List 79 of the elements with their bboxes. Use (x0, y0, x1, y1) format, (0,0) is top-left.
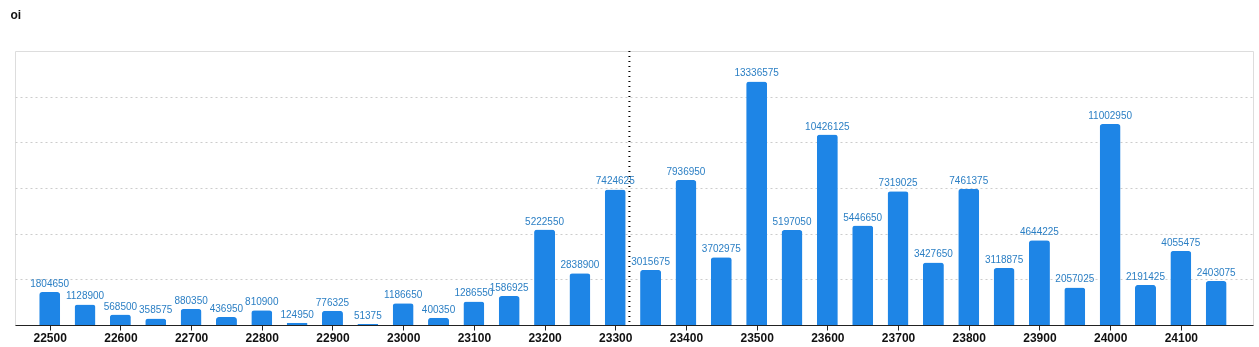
x-tick-label: 22700 (174, 330, 209, 345)
y-axis-title: oi (10, 7, 22, 22)
data-label: 2403075 (1196, 267, 1237, 279)
data-label: 4644225 (1019, 226, 1060, 238)
x-tick-label: 23400 (669, 330, 704, 345)
x-tick-label: 23100 (457, 330, 492, 345)
data-label: 2838900 (560, 259, 600, 271)
x-tick-label: 22800 (245, 330, 280, 345)
bar (1170, 250, 1192, 325)
data-label: 7461375 (949, 174, 989, 186)
bar (498, 296, 520, 325)
bar (604, 189, 626, 325)
x-tick-label: 24000 (1093, 330, 1128, 345)
data-label: 11002950 (1088, 110, 1133, 122)
data-label: 568500 (103, 300, 138, 312)
data-label: 3702975 (701, 243, 742, 255)
bar (781, 230, 803, 325)
bar (569, 273, 591, 325)
x-tick-label: 22900 (316, 330, 350, 345)
data-label: 810900 (245, 296, 279, 308)
data-label: 880350 (174, 294, 209, 306)
data-label: 436950 (209, 303, 244, 315)
x-tick-label: 23800 (952, 330, 987, 345)
bar (109, 314, 131, 325)
bar (922, 262, 944, 325)
bar (534, 229, 556, 325)
bar (710, 257, 732, 325)
x-tick-label: 23700 (881, 330, 916, 345)
x-tick-label: 22500 (33, 330, 68, 345)
bar (852, 225, 874, 325)
bar (1205, 281, 1227, 325)
x-tick-label: 24100 (1164, 330, 1199, 345)
bar (887, 191, 909, 325)
data-label: 51375 (353, 310, 383, 322)
x-tick-label: 23000 (386, 330, 421, 345)
data-label: 1186650 (384, 289, 423, 301)
data-label: 400350 (421, 303, 456, 315)
data-label: 1128900 (65, 290, 105, 302)
bar (74, 304, 96, 325)
x-tick-label: 23600 (811, 330, 845, 345)
bar (958, 188, 980, 325)
data-label: 5197050 (772, 216, 812, 228)
data-label: 4055475 (1161, 236, 1201, 248)
data-label: 124950 (280, 308, 315, 320)
bar (1134, 284, 1156, 325)
data-label: 3427650 (913, 248, 954, 260)
x-tick-label: 23200 (528, 330, 563, 345)
x-tick-label: 23300 (599, 330, 633, 345)
bar (675, 180, 697, 325)
data-label: 7424625 (595, 175, 636, 187)
bar (463, 301, 485, 325)
bar (39, 292, 61, 325)
data-label: 3118875 (985, 254, 1024, 266)
bar (1064, 287, 1086, 325)
bar (180, 308, 202, 325)
data-label: 2191425 (1126, 270, 1166, 282)
bar (640, 269, 662, 325)
data-label: 7936950 (666, 166, 706, 178)
bar (321, 310, 343, 325)
data-label: 3015675 (631, 255, 671, 267)
x-tick-label: 22600 (104, 330, 138, 345)
data-label: 358575 (139, 304, 173, 316)
data-label: 7319025 (878, 177, 918, 189)
data-label: 13336575 (734, 67, 780, 79)
bar (993, 268, 1015, 325)
bar (392, 303, 414, 325)
bar (1028, 240, 1050, 325)
bar (215, 317, 237, 325)
x-tick-label: 23900 (1023, 330, 1057, 345)
bar (816, 134, 838, 325)
bar (746, 81, 768, 325)
x-tick-label: 23500 (740, 330, 775, 345)
data-label: 5446650 (843, 211, 883, 223)
data-label: 2057025 (1055, 273, 1095, 285)
data-label: 1804650 (30, 278, 70, 290)
data-label: 776325 (315, 296, 350, 308)
data-label: 10426125 (805, 120, 851, 132)
bar (1099, 124, 1121, 325)
data-label: 5222550 (525, 215, 565, 227)
